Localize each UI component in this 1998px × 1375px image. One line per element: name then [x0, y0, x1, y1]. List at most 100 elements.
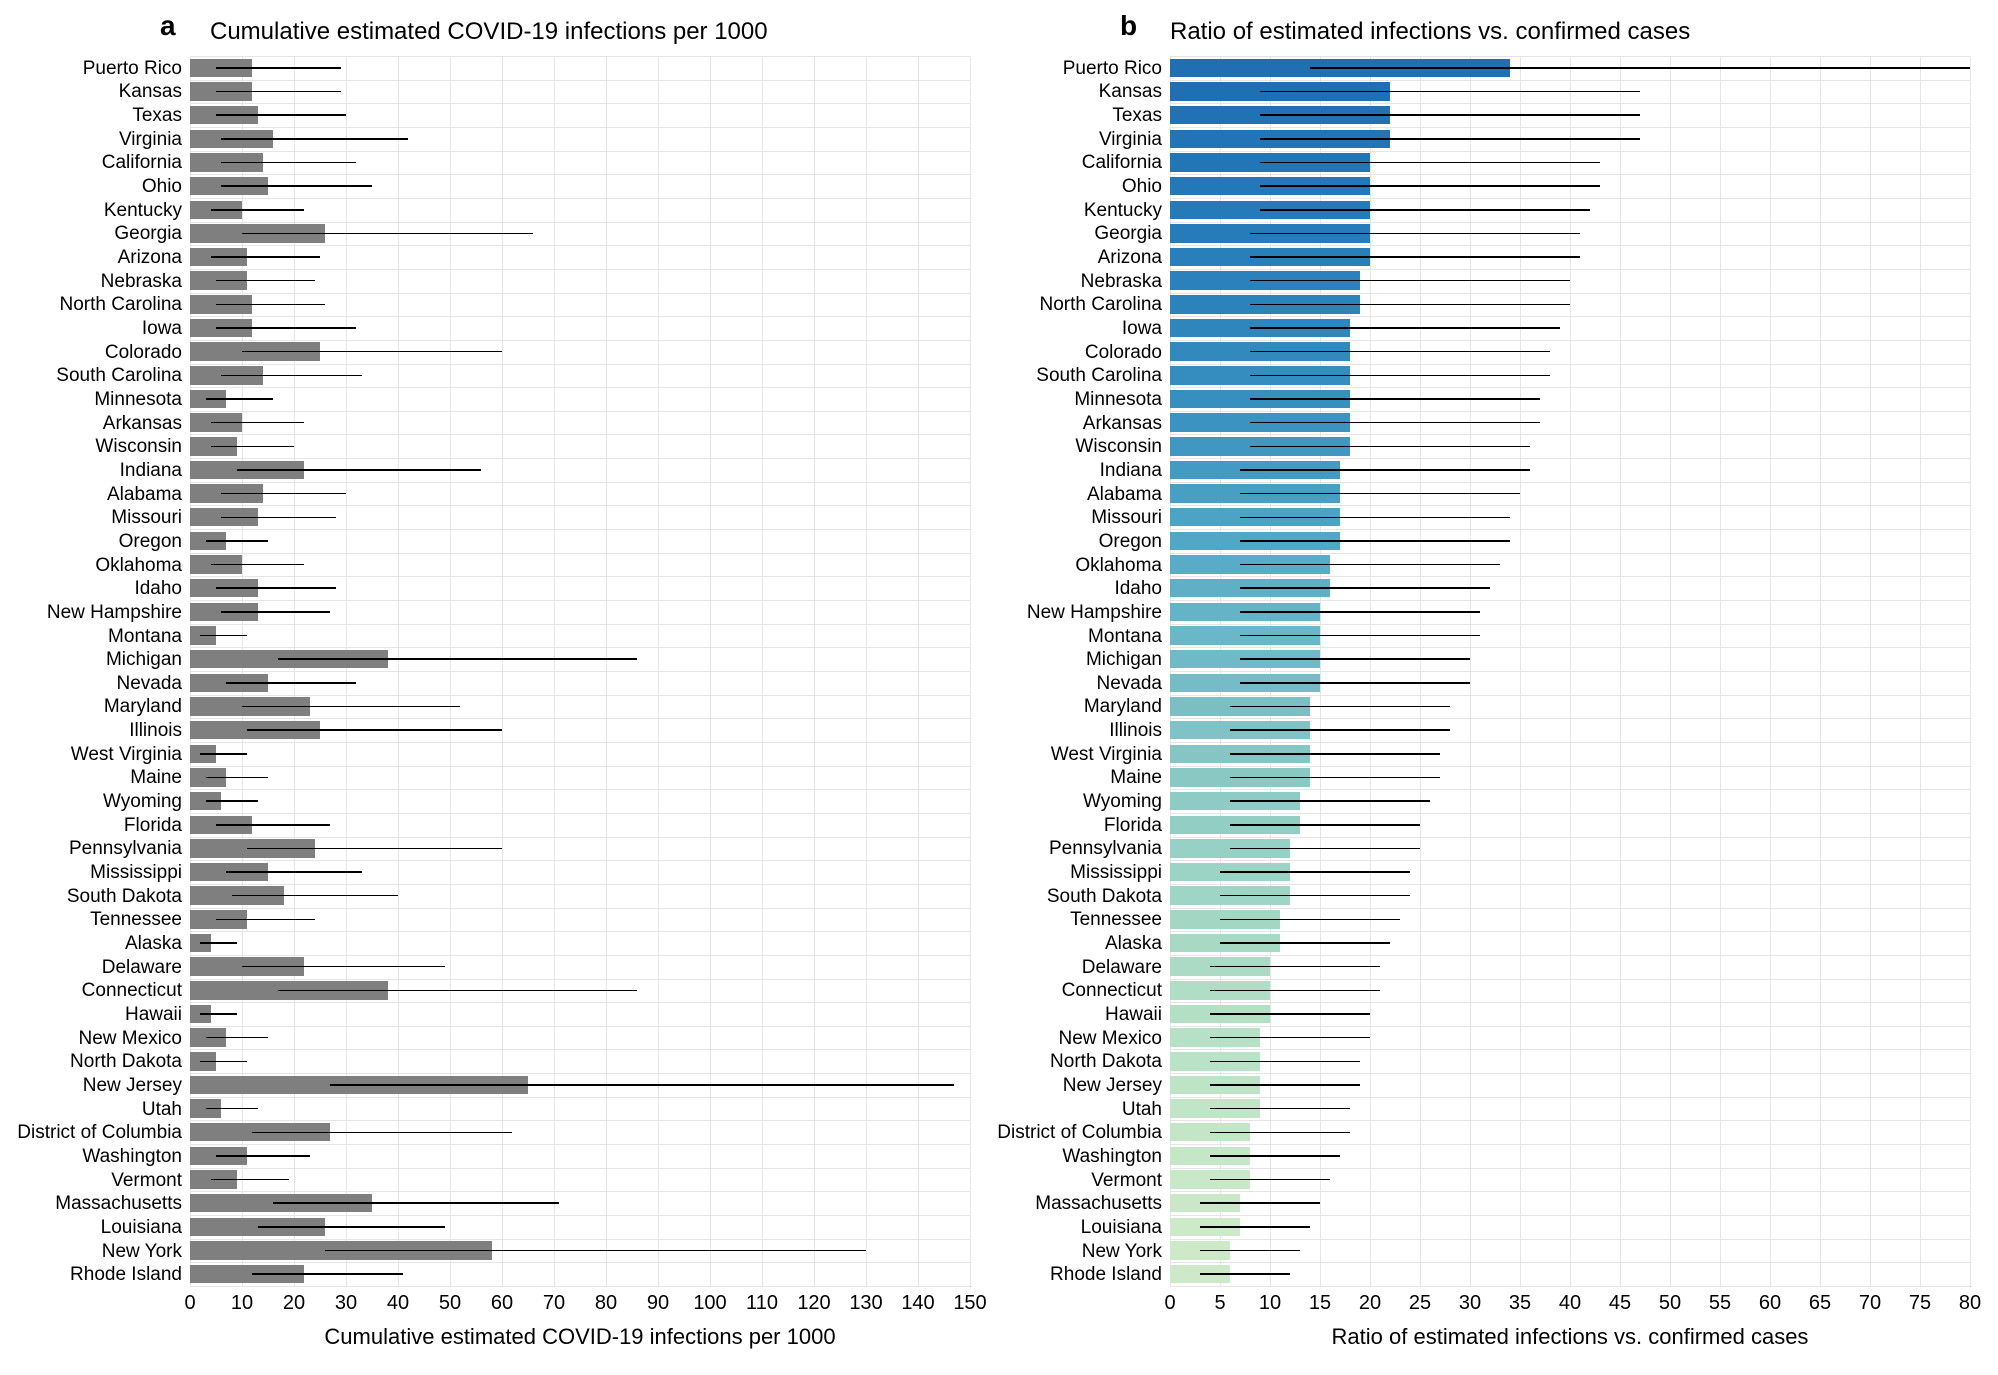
error-bar: [216, 587, 336, 589]
error-bar: [242, 966, 445, 968]
ytick-label: Mississippi: [90, 863, 190, 882]
error-bar: [200, 753, 247, 755]
error-bar: [200, 942, 236, 944]
ytick-label: Pennsylvania: [1049, 839, 1170, 858]
error-bar: [1250, 304, 1570, 306]
xtick-label: 120: [797, 1286, 830, 1315]
error-bar: [325, 1250, 866, 1252]
error-bar: [206, 1108, 258, 1110]
gridline-h: [190, 1002, 970, 1003]
error-bar: [1210, 966, 1380, 968]
error-bar: [1240, 493, 1520, 495]
ytick-label: Idaho: [134, 579, 190, 598]
xtick-label: 70: [543, 1286, 565, 1315]
error-bar: [1210, 1179, 1330, 1181]
ytick-label: Florida: [1104, 816, 1170, 835]
error-bar: [1240, 635, 1480, 637]
error-bar: [211, 256, 320, 258]
gridline-h: [190, 624, 970, 625]
error-bar: [216, 304, 325, 306]
ytick-label: Alabama: [1087, 485, 1170, 504]
error-bar: [1210, 1155, 1340, 1157]
error-bar: [206, 1037, 268, 1039]
error-bar: [206, 777, 268, 779]
ytick-label: Kentucky: [104, 201, 190, 220]
gridline-h: [1170, 1262, 1970, 1263]
xtick-label: 130: [849, 1286, 882, 1315]
gridline-h: [190, 80, 970, 81]
gridline-h: [1170, 1073, 1970, 1074]
error-bar: [1260, 185, 1600, 187]
ytick-label: Alaska: [125, 934, 190, 953]
error-bar: [200, 635, 247, 637]
error-bar: [221, 493, 346, 495]
ytick-label: Alaska: [1105, 934, 1170, 953]
ytick-label: Colorado: [105, 343, 190, 362]
error-bar: [1260, 138, 1640, 140]
ytick-label: Wyoming: [103, 792, 190, 811]
ytick-label: Mississippi: [1070, 863, 1170, 882]
gridline-h: [1170, 411, 1970, 412]
xtick-label: 25: [1409, 1286, 1431, 1315]
error-bar: [1240, 611, 1480, 613]
gridline-h: [1170, 174, 1970, 175]
error-bar: [1230, 848, 1420, 850]
gridline-h: [1170, 245, 1970, 246]
gridline-h: [1170, 1239, 1970, 1240]
gridline-h: [1170, 600, 1970, 601]
gridline-h: [190, 434, 970, 435]
ytick-label: Alabama: [107, 485, 190, 504]
error-bar: [211, 209, 305, 211]
ytick-label: New Mexico: [1059, 1029, 1170, 1048]
error-bar: [1310, 67, 1970, 69]
error-bar: [1200, 1250, 1300, 1252]
gridline-h: [1170, 198, 1970, 199]
gridline-h: [1170, 1049, 1970, 1050]
ytick-label: Utah: [142, 1100, 190, 1119]
panel-b-xlabel: Ratio of estimated infections vs. confir…: [1170, 1324, 1970, 1350]
gridline-h: [190, 1073, 970, 1074]
ytick-label: Minnesota: [1074, 390, 1170, 409]
error-bar: [1240, 469, 1530, 471]
xtick-label: 70: [1859, 1286, 1881, 1315]
gridline-h: [1170, 482, 1970, 483]
error-bar: [1250, 280, 1570, 282]
gridline-h: [1170, 671, 1970, 672]
ytick-label: Wyoming: [1083, 792, 1170, 811]
ytick-label: Missouri: [1091, 508, 1170, 527]
ytick-label: Kentucky: [1084, 201, 1170, 220]
error-bar: [211, 422, 305, 424]
ytick-label: North Dakota: [70, 1052, 190, 1071]
ytick-label: South Carolina: [1036, 366, 1170, 385]
xtick-label: 90: [647, 1286, 669, 1315]
gridline-h: [1170, 837, 1970, 838]
ytick-label: District of Columbia: [997, 1123, 1170, 1142]
gridline-h: [190, 316, 970, 317]
error-bar: [1240, 682, 1470, 684]
gridline-h: [1170, 860, 1970, 861]
error-bar: [1250, 351, 1550, 353]
ytick-label: Illinois: [129, 721, 190, 740]
error-bar: [1210, 1132, 1350, 1134]
ytick-label: Ohio: [1122, 177, 1170, 196]
ytick-label: Puerto Rico: [83, 59, 190, 78]
ytick-label: Virginia: [119, 130, 190, 149]
gridline-h: [1170, 1120, 1970, 1121]
error-bar: [226, 682, 356, 684]
ytick-label: Nebraska: [1081, 272, 1170, 291]
gridline-h: [1170, 1286, 1970, 1287]
gridline-h: [1170, 789, 1970, 790]
gridline-h: [190, 647, 970, 648]
ytick-label: Connecticut: [82, 981, 190, 1000]
gridline-h: [190, 955, 970, 956]
error-bar: [1210, 990, 1380, 992]
ytick-label: Kansas: [119, 82, 190, 101]
gridline-h: [190, 482, 970, 483]
ytick-label: Vermont: [111, 1171, 190, 1190]
error-bar: [247, 848, 502, 850]
error-bar: [1230, 777, 1440, 779]
error-bar: [221, 185, 372, 187]
error-bar: [221, 138, 408, 140]
ytick-label: Iowa: [142, 319, 190, 338]
panel-a-plot: 0102030405060708090100110120130140150Pue…: [190, 56, 970, 1286]
